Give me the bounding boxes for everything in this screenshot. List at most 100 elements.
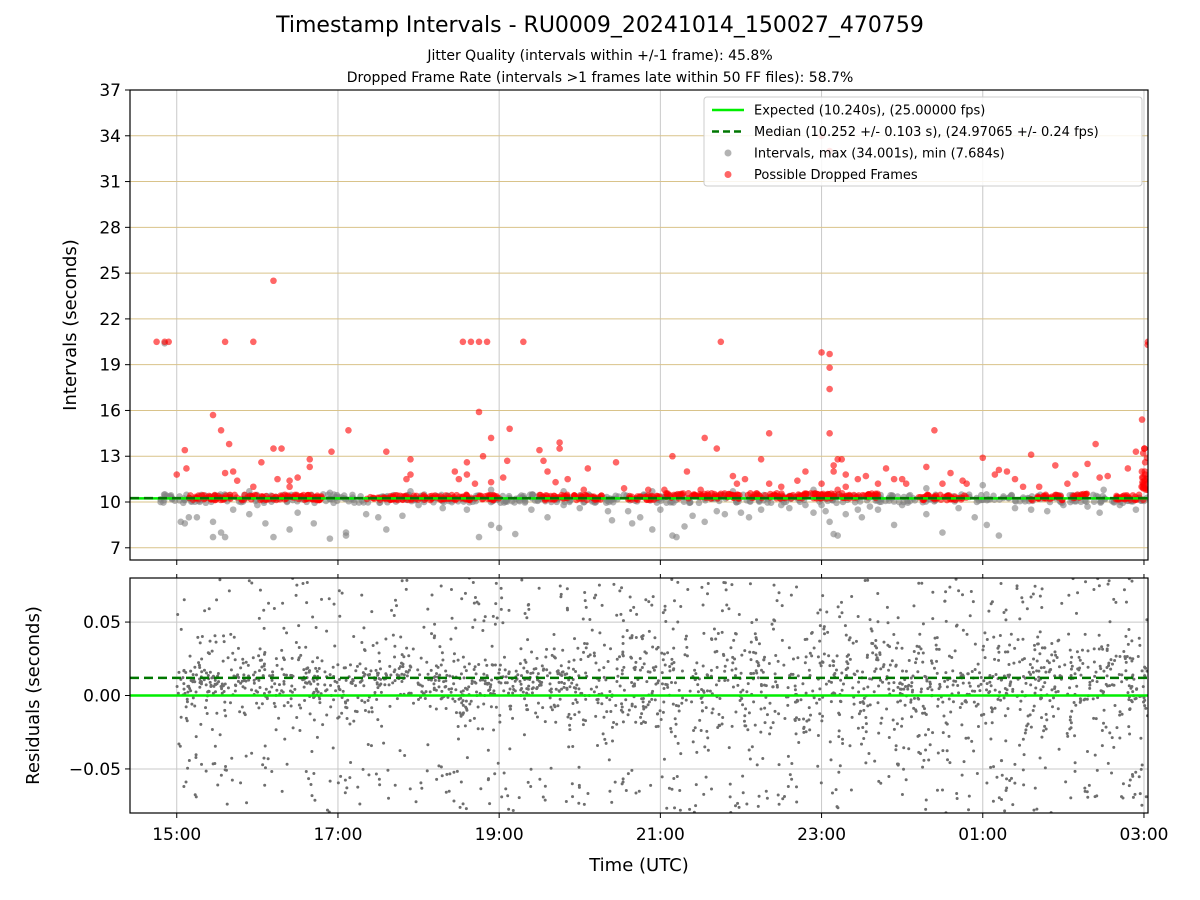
residual-point — [184, 780, 188, 784]
residual-point — [541, 668, 545, 672]
residual-point — [400, 680, 404, 684]
residual-point — [349, 761, 353, 765]
residual-point — [486, 777, 490, 781]
dropped-frame-point — [859, 491, 867, 499]
dropped-frame-point — [890, 475, 898, 483]
residual-point — [774, 654, 778, 658]
residual-point — [428, 704, 432, 708]
residual-point — [534, 667, 538, 671]
residual-point — [819, 781, 823, 785]
residual-point — [1097, 647, 1101, 651]
dropped-frame-point — [455, 475, 463, 483]
residual-point — [1144, 795, 1148, 799]
residual-point — [327, 597, 331, 601]
residual-point — [998, 690, 1002, 694]
residual-point — [621, 650, 625, 654]
residual-point — [931, 617, 935, 621]
residual-point — [490, 663, 494, 667]
residual-point — [1124, 634, 1128, 638]
residual-point — [621, 642, 625, 646]
residual-point — [283, 737, 287, 741]
residual-point — [904, 669, 908, 673]
residual-point — [669, 730, 673, 734]
residual-point — [189, 669, 193, 673]
residual-point — [944, 619, 948, 623]
residual-point — [543, 784, 547, 788]
residual-point — [307, 670, 311, 674]
residual-point — [486, 748, 490, 752]
residual-point — [573, 713, 577, 717]
residual-point — [428, 690, 432, 694]
residual-point — [302, 668, 306, 672]
residual-point — [1023, 676, 1027, 680]
residual-point — [280, 789, 284, 793]
residual-point — [210, 727, 214, 731]
residual-point — [695, 661, 699, 665]
residual-point — [1038, 756, 1042, 760]
residual-point — [993, 657, 997, 661]
residual-point — [219, 773, 223, 777]
residual-point — [805, 719, 809, 723]
residual-point — [459, 714, 463, 718]
residual-point — [432, 682, 436, 686]
residual-point — [456, 724, 460, 728]
residual-point — [775, 683, 779, 687]
interval-point — [858, 513, 866, 521]
residual-point — [663, 604, 667, 608]
residual-point — [376, 671, 380, 675]
residual-point — [217, 680, 221, 684]
residual-point — [917, 581, 921, 585]
residual-point — [1091, 697, 1095, 701]
residual-point — [1127, 628, 1131, 632]
interval-point — [576, 504, 584, 512]
residual-point — [777, 712, 781, 716]
residual-point — [1021, 768, 1025, 772]
residual-point — [260, 702, 264, 706]
residual-point — [313, 798, 317, 802]
residual-point — [425, 660, 429, 664]
residual-point — [408, 664, 412, 668]
residual-point — [1083, 697, 1087, 701]
residual-point — [887, 687, 891, 691]
residual-point — [377, 651, 381, 655]
residual-point — [603, 737, 607, 741]
residual-point — [488, 688, 492, 692]
residual-point — [399, 661, 403, 665]
residual-point — [481, 628, 485, 632]
residual-point — [780, 638, 784, 642]
residual-point — [835, 805, 839, 809]
residual-point — [925, 677, 929, 681]
residual-point — [387, 796, 391, 800]
dropped-frame-point — [1092, 440, 1099, 448]
residual-point — [429, 668, 433, 672]
residual-point — [1056, 689, 1060, 693]
residual-point — [527, 684, 531, 688]
residual-point — [734, 710, 738, 714]
residual-point — [197, 661, 201, 665]
residual-point — [1120, 712, 1124, 716]
residual-point — [521, 690, 525, 694]
residual-point — [257, 678, 261, 682]
residual-point — [887, 681, 891, 685]
residual-point — [807, 668, 811, 672]
residual-point — [465, 756, 469, 760]
residual-point — [704, 775, 708, 779]
residual-point — [637, 789, 641, 793]
residual-point — [304, 770, 308, 774]
residual-point — [640, 712, 644, 716]
residual-point — [988, 680, 992, 684]
residual-point — [228, 701, 232, 705]
residual-point — [308, 712, 312, 716]
dropped-frame-point — [1135, 491, 1143, 499]
residual-point — [880, 716, 884, 720]
residual-point — [693, 668, 697, 672]
residual-point — [694, 783, 698, 787]
residual-point — [1003, 650, 1007, 654]
residual-point — [568, 728, 572, 732]
residual-point — [738, 699, 742, 703]
residual-point — [456, 737, 460, 741]
residual-point — [669, 727, 673, 731]
residual-point — [390, 608, 394, 612]
residual-point — [759, 690, 763, 694]
residual-point — [1122, 588, 1126, 592]
